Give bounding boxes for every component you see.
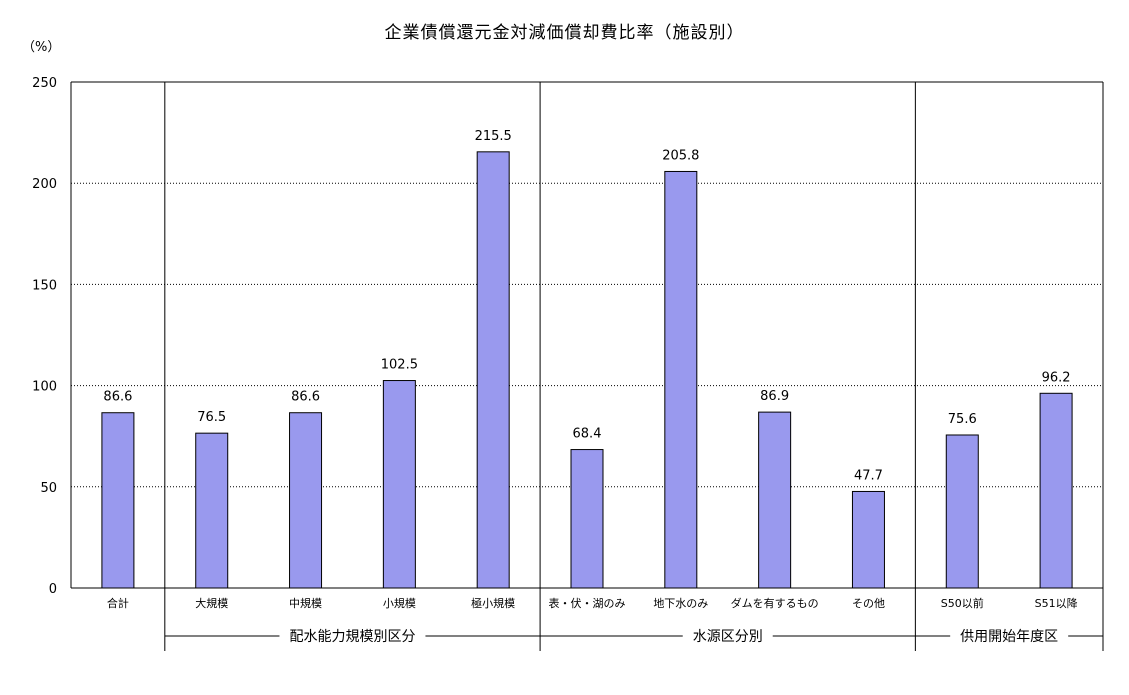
x-tick-label: 極小規模	[471, 596, 515, 610]
bar	[195, 432, 229, 589]
x-tick-label: その他	[852, 597, 885, 610]
data-label: 215.5	[475, 129, 512, 144]
bar	[570, 449, 604, 589]
data-label: 205.8	[662, 148, 699, 163]
group-label: 水源区分別	[693, 629, 763, 645]
data-label: 102.5	[381, 358, 418, 373]
chart-title: 企業債償還元金対減価償却費比率（施設別）	[384, 23, 745, 43]
data-label: 75.6	[948, 412, 977, 427]
bar	[758, 411, 792, 589]
group-label: 配水能力規模別区分	[289, 629, 415, 645]
x-tick-label: S50以前	[941, 596, 984, 610]
group-label: 供用開始年度区	[960, 629, 1058, 645]
x-tick-label: S51以降	[1035, 596, 1078, 610]
x-tick-label: 表・伏・湖のみ	[549, 596, 626, 610]
x-tick-label: ダムを有するもの	[731, 596, 819, 610]
y-tick-label: 150	[32, 278, 57, 293]
y-tick-label: 200	[32, 177, 57, 192]
x-tick-label: 地下水のみ	[653, 597, 708, 610]
bar	[1039, 392, 1073, 589]
data-label: 86.9	[760, 389, 789, 404]
data-label: 68.4	[573, 427, 602, 442]
x-tick-label: 大規模	[195, 596, 228, 610]
y-tick-label: 0	[49, 582, 57, 597]
bar	[851, 490, 885, 589]
data-label: 76.5	[197, 410, 226, 425]
bar	[945, 434, 979, 589]
y-tick-label: 100	[32, 380, 57, 395]
y-tick-label: 250	[32, 76, 57, 91]
x-tick-label: 小規模	[383, 596, 416, 610]
grid-lines	[70, 81, 1104, 651]
data-label: 86.6	[291, 390, 320, 405]
x-tick-label: 中規模	[289, 596, 322, 610]
data-label: 86.6	[103, 390, 132, 405]
labels: 0 50 100 150 200 250 86.6 合計 76.5 大規模 86.6 中規模 102.5…	[32, 76, 1077, 645]
data-label: 47.7	[854, 468, 883, 483]
y-axis-unit-label: （%）	[22, 40, 61, 55]
y-tick-label: 50	[40, 481, 57, 496]
bar	[664, 170, 698, 589]
bar	[289, 412, 323, 589]
bar	[382, 380, 416, 589]
x-tick-label: 合計	[107, 596, 129, 610]
data-label: 96.2	[1042, 370, 1071, 385]
bars	[101, 151, 1073, 589]
bar	[101, 412, 135, 589]
bar	[476, 151, 510, 589]
